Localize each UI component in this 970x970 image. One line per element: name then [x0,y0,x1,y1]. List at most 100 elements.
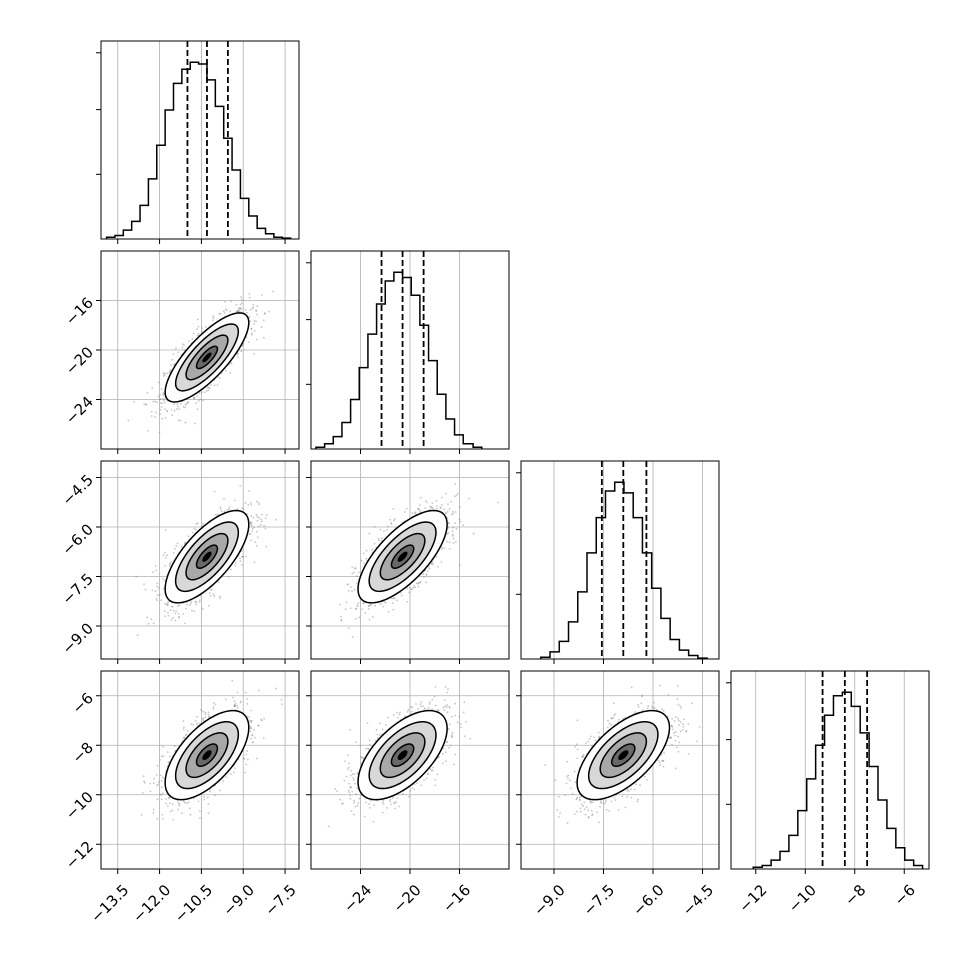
sample-point [163,373,166,376]
sample-point [463,735,466,738]
sample-point [246,311,248,314]
sample-point [606,726,609,729]
sample-point [469,737,472,740]
contour-line-2 [368,721,437,790]
sample-point [351,565,354,568]
sample-point [238,307,241,310]
sample-point [360,755,363,758]
sample-point [213,594,216,597]
sample-point [152,811,155,814]
sample-point [250,502,252,504]
sample-point [428,565,430,568]
sample-point [154,590,157,593]
sample-point [429,506,432,508]
sample-point [630,796,633,799]
sample-point [439,507,442,509]
sample-point [583,801,586,804]
sample-point [417,582,420,585]
sample-point [629,788,632,791]
sample-point [576,719,579,722]
sample-point [265,545,268,548]
sample-point [160,755,163,757]
sample-point [255,500,258,503]
sample-point [145,403,148,406]
sample-point [368,803,370,806]
sample-point [196,522,199,525]
sample-point [196,328,198,331]
sample-point [575,743,578,746]
sample-point [208,592,211,594]
sample-point [246,750,249,752]
sample-point [339,798,342,801]
sample-point [590,802,592,804]
sample-point [393,597,395,600]
sample-point [376,733,379,736]
sample-point [368,806,371,809]
sample-point [240,296,242,299]
sample-point [150,618,153,621]
sample-point [452,526,454,529]
sample-point [409,789,412,792]
sample-point [245,555,248,558]
sample-point [229,773,232,775]
sample-point [184,607,187,610]
sample-point [554,779,557,782]
sample-point [239,485,242,487]
sample-point [250,333,253,336]
sample-point [207,713,210,716]
sample-point [146,430,149,432]
sample-point [583,808,586,811]
sample-point [662,710,665,712]
density-peak [397,750,408,761]
sample-point [424,506,427,509]
sample-point [185,402,188,405]
x-tick-label: −8 [841,881,869,909]
panel-1-1 [306,250,510,454]
contour-line-2 [174,720,240,790]
sample-point [676,685,679,687]
sample-point [415,703,417,705]
sample-point [268,310,270,313]
sample-point [162,577,164,580]
sample-point [633,788,636,791]
sample-point [581,755,584,758]
sample-point [251,734,254,736]
sample-point [220,372,223,375]
sample-point [411,512,414,514]
sample-point [242,757,245,760]
sample-point [589,800,592,803]
sample-point [412,586,415,589]
sample-point [386,807,388,809]
sample-point [135,575,138,578]
sample-point [182,613,185,615]
sample-point [379,528,382,531]
sample-point [431,502,434,504]
sample-point [454,540,457,543]
sample-point [426,501,428,504]
sample-point [158,381,160,384]
sample-point [145,403,147,406]
sample-point [681,723,684,725]
density-peak [618,750,629,761]
panel-0-0 [96,40,300,244]
sample-point [445,760,447,763]
sample-point [458,518,461,521]
sample-point [260,294,263,296]
sample-point [157,586,160,589]
sample-point [353,799,355,802]
sample-point [219,312,222,315]
sample-point [155,774,158,776]
sample-point [154,400,157,403]
sample-point [202,719,205,722]
sample-point [234,705,236,707]
sample-point [253,561,256,563]
sample-point [216,384,219,387]
sample-point [162,554,165,557]
sample-point [448,746,450,749]
sample-point [224,698,227,701]
sample-point [432,563,434,566]
sample-point [327,825,330,828]
sample-point [163,372,166,375]
sample-point [368,532,371,535]
sample-point [621,795,624,798]
